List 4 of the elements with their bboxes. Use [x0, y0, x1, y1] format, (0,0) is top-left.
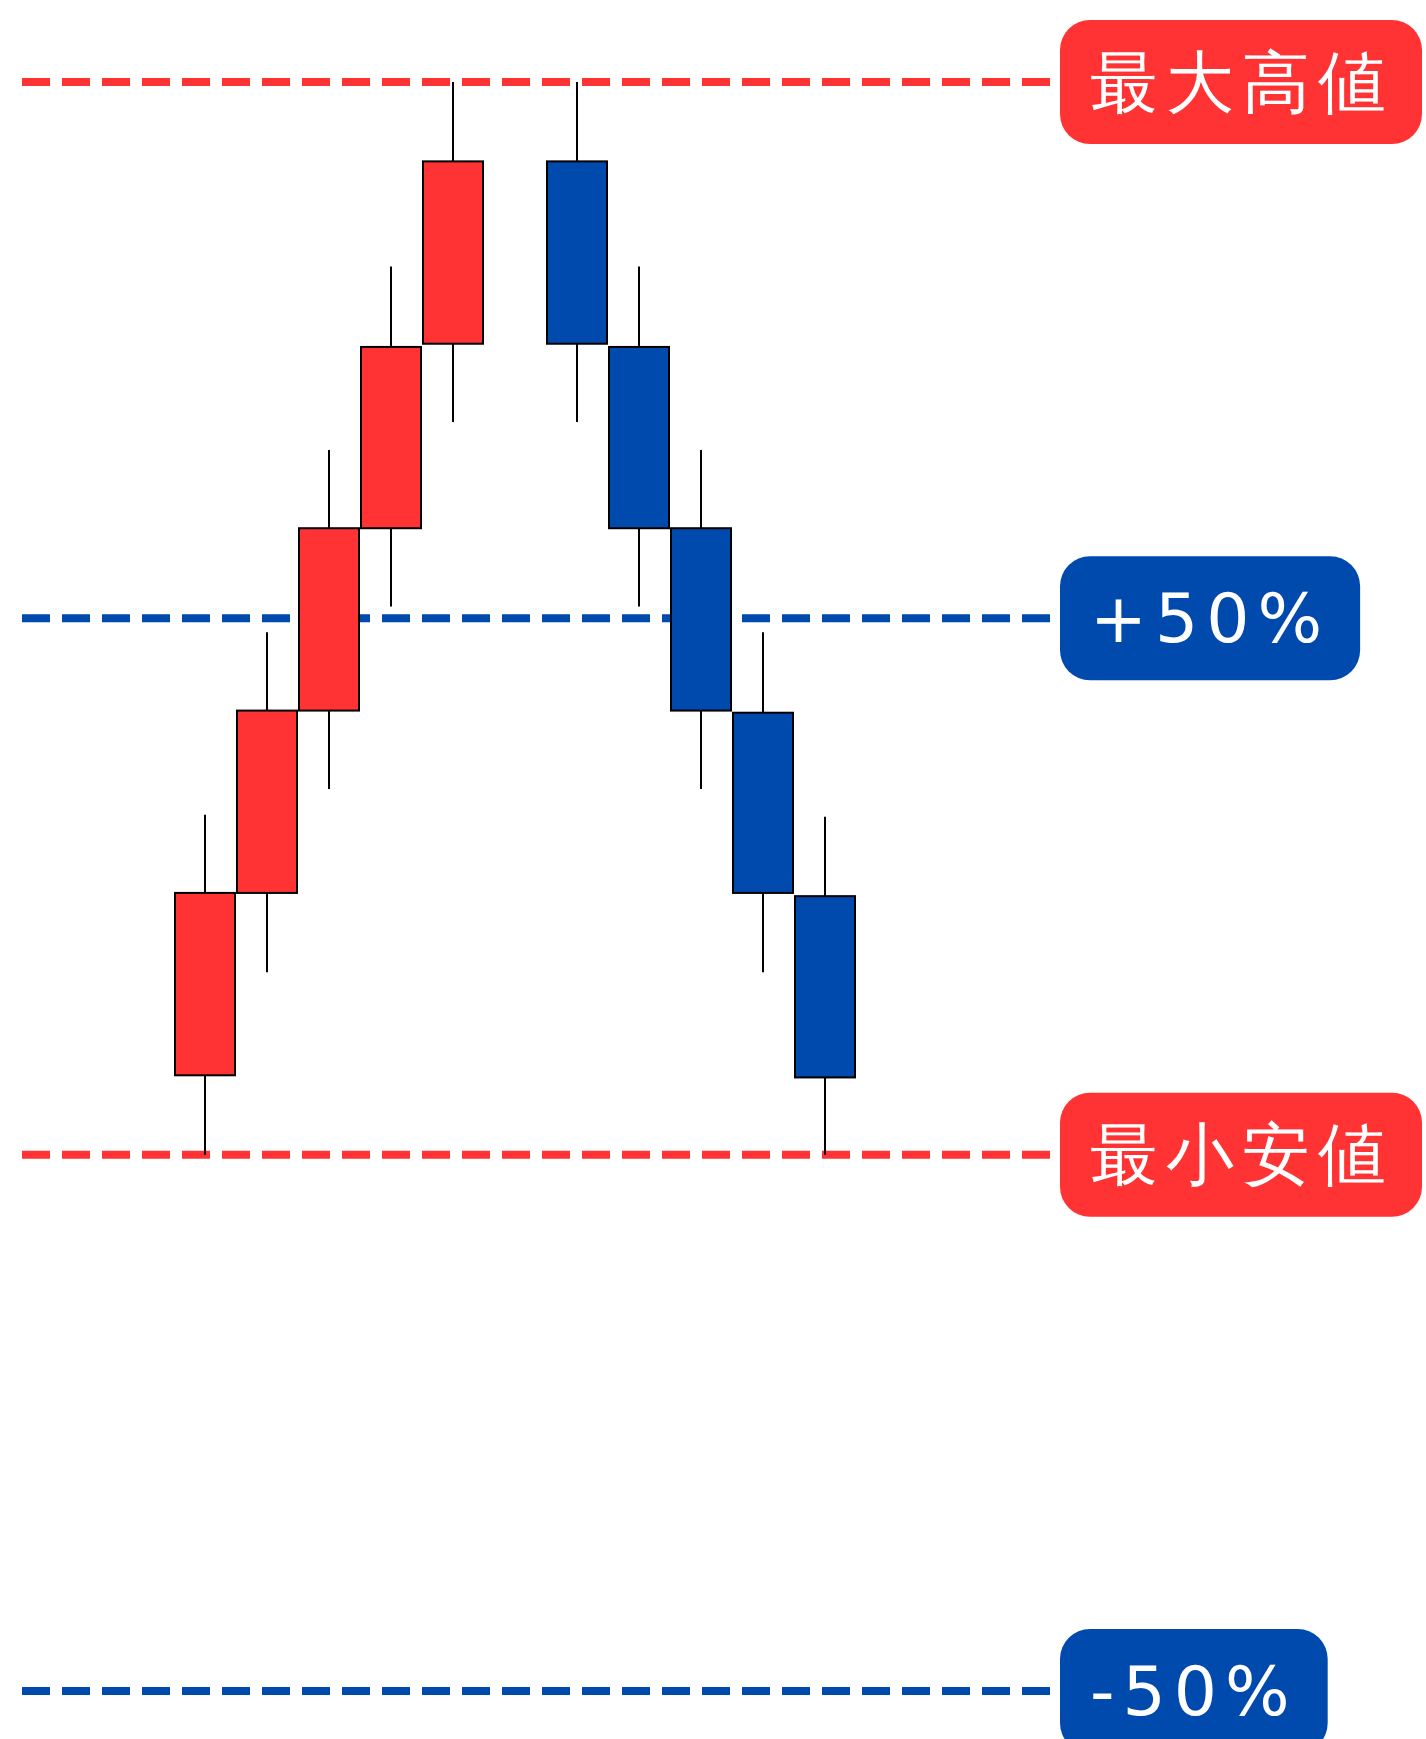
- ref-line-label: 最小安値: [1090, 1115, 1394, 1195]
- ref-line-label: -50%: [1090, 1651, 1298, 1731]
- ref-line-label: 最大高値: [1090, 42, 1394, 122]
- ref-line-label: +50%: [1090, 578, 1331, 658]
